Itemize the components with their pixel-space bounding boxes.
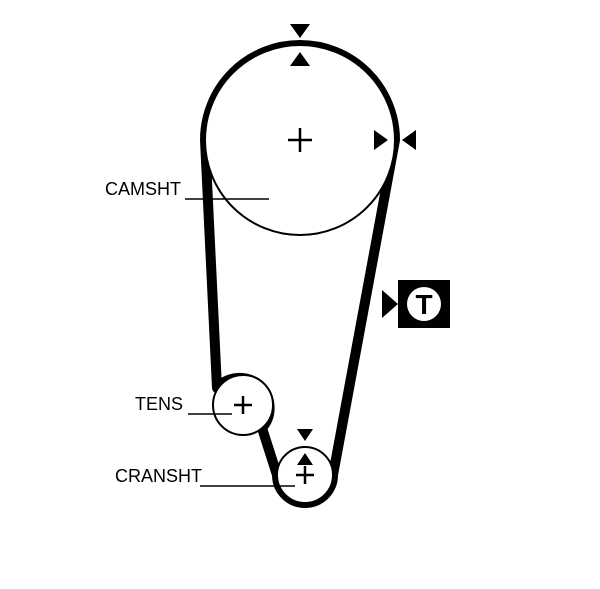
crankshaft-label: CRANSHT [115, 466, 202, 486]
timing-belt-diagram: CAMSHT TENS CRANSHT T [0, 0, 600, 589]
tension-indicator-letter: T [415, 289, 432, 320]
arrow-left-icon [382, 290, 398, 318]
camshaft-pulley [205, 45, 395, 235]
camshaft-label: CAMSHT [105, 179, 181, 199]
tension-indicator: T [382, 280, 450, 328]
tensioner-label: TENS [135, 394, 183, 414]
tensioner-pulley [213, 375, 273, 435]
crankshaft-label-group: CRANSHT [115, 466, 295, 486]
